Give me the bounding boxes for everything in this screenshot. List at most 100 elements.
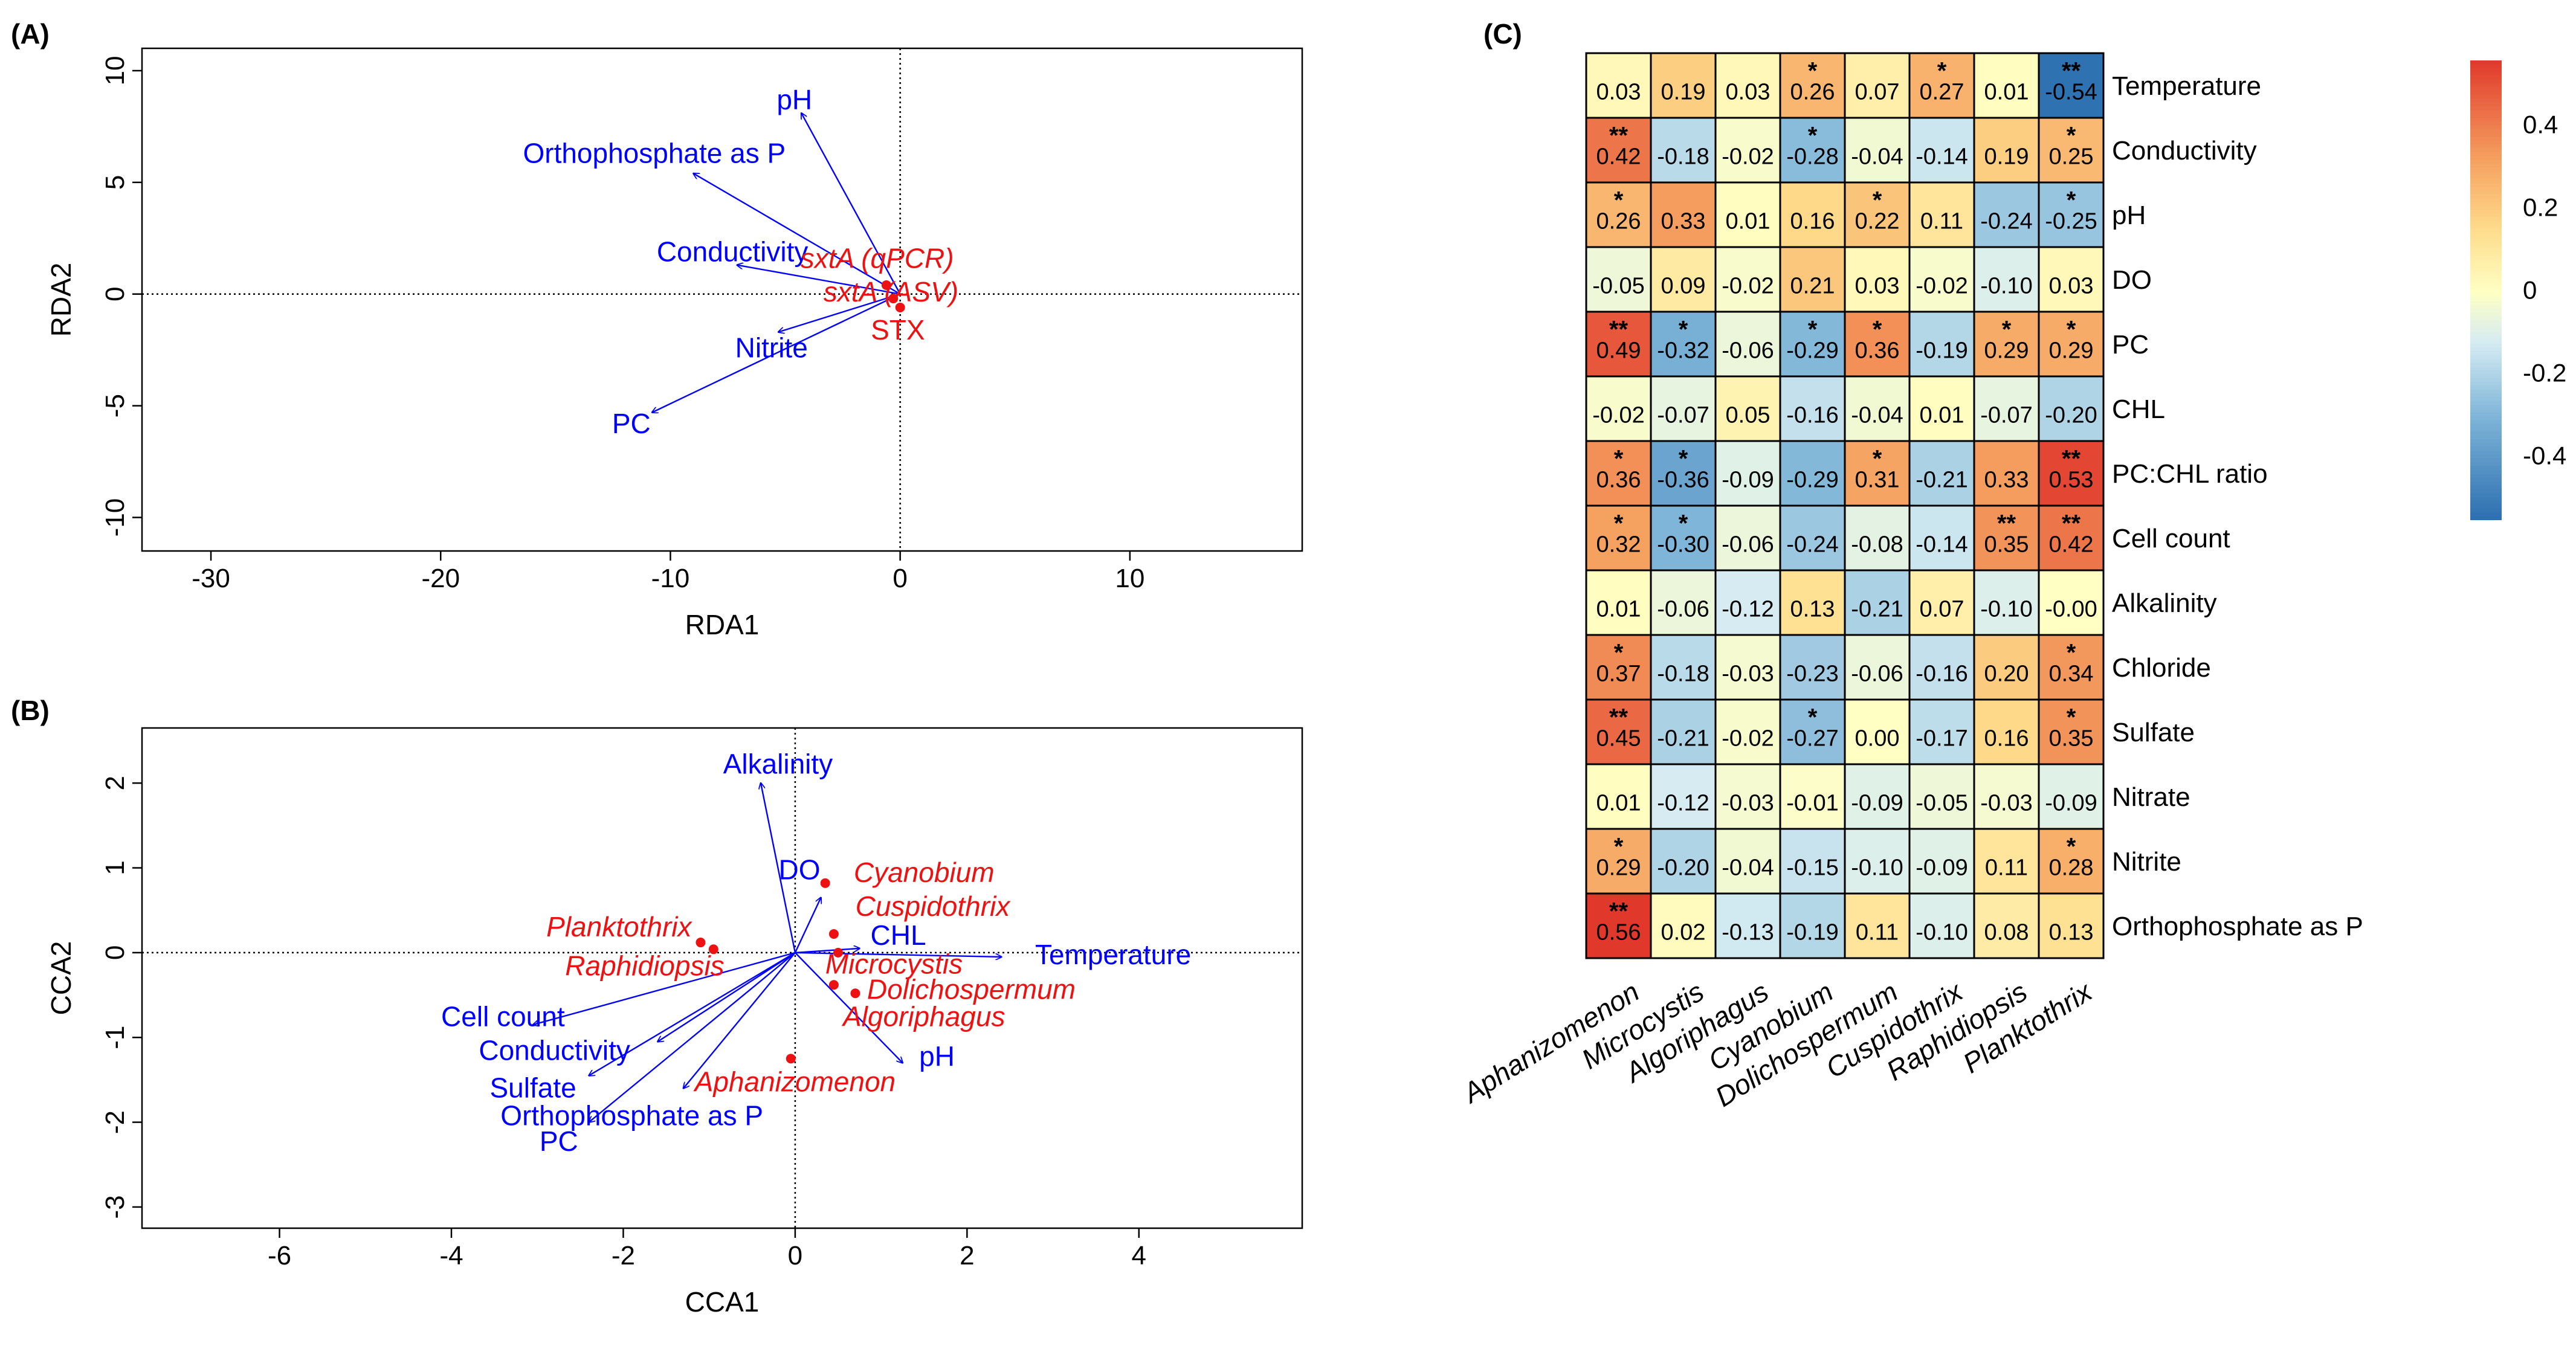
colorbar-segment	[2470, 95, 2502, 100]
cca-y-tick-label: 0	[100, 945, 130, 960]
cca-plot-frame	[141, 727, 1303, 1229]
colorbar-segment	[2470, 454, 2502, 459]
heatmap-cell-value: 0.32	[1596, 532, 1641, 557]
colorbar-segment	[2470, 271, 2502, 275]
heatmap-cell-value: 0.02	[1661, 919, 1706, 945]
cca-y-axis-title: CCA2	[45, 941, 77, 1016]
heatmap-cell	[1908, 698, 1975, 765]
colorbar-segment	[2470, 248, 2502, 253]
heatmap-cell	[1973, 246, 2040, 313]
heatmap-cell-value: 0.35	[2049, 726, 2094, 751]
colorbar-segment	[2470, 382, 2502, 387]
heatmap-cell	[1973, 504, 2040, 572]
heatmap-cell-value: -0.18	[1657, 661, 1709, 686]
heatmap-row-label-orthophosphate-as-p: Orthophosphate as P	[2112, 912, 2363, 941]
colorbar-segment	[2470, 451, 2502, 456]
colorbar-segment	[2470, 355, 2502, 359]
colorbar-segment	[2470, 401, 2502, 405]
cca-arrow-label-pc: PC	[540, 1125, 578, 1157]
heatmap-cell-value: -0.16	[1786, 402, 1839, 428]
heatmap-cell	[1973, 311, 2040, 378]
cca-point-label-cyanobium: Cyanobium	[854, 857, 995, 888]
colorbar-segment	[2470, 118, 2502, 123]
heatmap-row-label-chloride: Chloride	[2112, 653, 2211, 683]
heatmap-cell-value: 0.27	[1920, 79, 1964, 105]
colorbar-segment	[2470, 500, 2502, 505]
heatmap-row-label-pc: PC	[2112, 330, 2149, 359]
heatmap-cell-value: 0.01	[1596, 596, 1641, 622]
heatmap-cell-value: 0.45	[1596, 726, 1641, 751]
heatmap-significance-marker: **	[1609, 898, 1629, 925]
heatmap-cell-value: -0.29	[1786, 467, 1839, 492]
heatmap-cell	[2038, 828, 2105, 895]
heatmap-cell-value: -0.19	[1786, 919, 1839, 945]
heatmap-row-label-sulfate: Sulfate	[2112, 718, 2195, 747]
heatmap-cell-value: 0.31	[1855, 467, 1900, 492]
rda-arrow-label-orthophosphate-as-p: Orthophosphate as P	[523, 138, 786, 169]
colorbar-segment	[2470, 256, 2502, 260]
heatmap-cell	[2038, 246, 2105, 313]
heatmap-cell-value: -0.02	[1722, 273, 1774, 298]
rda-arrow-nitrite	[778, 293, 901, 332]
heatmap-cell-value: -0.19	[1916, 338, 1968, 363]
colorbar-segment	[2470, 489, 2502, 494]
colorbar-segment	[2470, 159, 2502, 164]
rda-point-stx	[895, 302, 905, 312]
heatmap-cell	[1714, 828, 1781, 895]
heatmap-cell	[2038, 117, 2105, 184]
heatmap-cell-value: -0.14	[1916, 532, 1968, 557]
colorbar-segment	[2470, 210, 2502, 214]
heatmap-cell	[2038, 892, 2105, 959]
heatmap-cell-value: 0.42	[1596, 144, 1641, 169]
colorbar-segment	[2470, 343, 2502, 348]
cca-x-tick-label: 0	[788, 1241, 802, 1270]
heatmap-cell-value: -0.08	[1851, 532, 1903, 557]
heatmap-cell-value: 0.11	[1920, 208, 1963, 234]
colorbar-segment	[2470, 121, 2502, 126]
colorbar-segment	[2470, 167, 2502, 172]
cca-point-algoriphagus	[850, 988, 860, 999]
cca-arrow-temperature	[795, 952, 1001, 957]
cca-point-label-algoriphagus: Algoriphagus	[841, 1001, 1006, 1032]
heatmap-cell-value: 0.49	[1596, 338, 1641, 363]
heatmap-cell-value: 0.56	[1596, 919, 1641, 945]
heatmap-cell-value: 0.01	[1984, 79, 2029, 105]
heatmap-cell-value: -0.04	[1851, 402, 1903, 428]
heatmap-row-label-pc-chl-ratio: PC:CHL ratio	[2112, 459, 2268, 489]
colorbar-segment	[2470, 397, 2502, 402]
heatmap-cell-value: -0.25	[2045, 208, 2097, 234]
heatmap-cell	[1585, 698, 1652, 765]
cca-arrow-label-orthophosphate-as-p: Orthophosphate as P	[500, 1100, 763, 1132]
colorbar-segment	[2470, 336, 2502, 341]
cca-arrow-label-ph: pH	[919, 1040, 955, 1072]
cca-arrow-label-chl: CHL	[871, 919, 926, 951]
heatmap-cell-value: -0.29	[1786, 338, 1839, 363]
heatmap-cell-value: 0.03	[2049, 273, 2094, 298]
heatmap-cell-value: -0.28	[1786, 144, 1839, 169]
rda-x-axis-title: RDA1	[685, 609, 760, 640]
colorbar-segment	[2470, 446, 2502, 451]
heatmap-cell	[1585, 634, 1652, 701]
heatmap-cell-value: -0.24	[1980, 208, 2033, 234]
heatmap-cell-value: -0.06	[1851, 661, 1903, 686]
heatmap-cell-value: 0.09	[1661, 273, 1706, 298]
colorbar-segment	[2470, 504, 2502, 509]
colorbar-segment	[2470, 221, 2502, 226]
heatmap-cell-value: -0.05	[1592, 273, 1645, 298]
heatmap-cell	[1779, 181, 1846, 248]
heatmap-cell	[1779, 440, 1846, 507]
heatmap-significance-marker: **	[1609, 704, 1629, 731]
colorbar-segment	[2470, 148, 2502, 153]
heatmap-cell-value: -0.21	[1851, 596, 1903, 622]
heatmap-significance-marker: *	[2067, 317, 2076, 343]
cca-point-label-planktothrix: Planktothrix	[546, 911, 692, 942]
cca-x-tick-label: 2	[960, 1241, 974, 1270]
cca-x-tick-label: -6	[268, 1241, 291, 1270]
heatmap-cell-value: 0.36	[1855, 338, 1900, 363]
colorbar-segment	[2470, 313, 2502, 318]
heatmap-cell-value: 0.19	[1984, 144, 2029, 169]
heatmap-cell-value: 0.53	[2049, 467, 2094, 492]
heatmap-significance-marker: *	[2067, 187, 2076, 214]
colorbar-segment	[2470, 187, 2502, 192]
